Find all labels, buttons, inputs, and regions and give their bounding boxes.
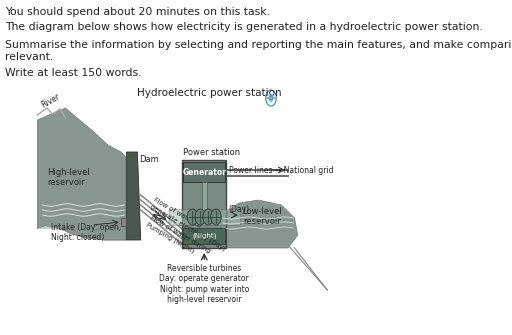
Polygon shape — [37, 108, 126, 240]
Text: Dam: Dam — [139, 155, 159, 164]
Text: Write at least 150 words.: Write at least 150 words. — [5, 68, 141, 78]
Bar — [121, 218, 126, 226]
Polygon shape — [220, 200, 298, 248]
Text: Power station: Power station — [183, 148, 241, 157]
Circle shape — [187, 209, 198, 225]
Text: Hydroelectric power station: Hydroelectric power station — [137, 88, 282, 98]
Text: Generator: Generator — [182, 168, 226, 177]
Text: Summarise the information by selecting and reporting the main features, and make: Summarise the information by selecting a… — [5, 40, 512, 50]
Text: Power lines → National grid: Power lines → National grid — [229, 165, 334, 175]
Circle shape — [195, 209, 205, 225]
Text: The diagram below shows how electricity is generated in a hydroelectric power st: The diagram below shows how electricity … — [5, 22, 482, 32]
Text: River: River — [39, 92, 61, 110]
Bar — [183, 228, 225, 244]
Text: Low-level
reservoir: Low-level reservoir — [242, 207, 282, 226]
Text: Intake (Day: open,
Night: closed): Intake (Day: open, Night: closed) — [51, 223, 121, 243]
Circle shape — [211, 209, 221, 225]
Text: (Day): (Day) — [228, 205, 249, 214]
Text: Reversible turbines
Day: operate generator
Night: pump water into
high-level res: Reversible turbines Day: operate generat… — [159, 264, 249, 304]
Text: You should spend about 20 minutes on this task.: You should spend about 20 minutes on thi… — [5, 7, 270, 17]
Text: (Night): (Night) — [192, 233, 217, 239]
Text: Flow of water during
Pumping (Night): Flow of water during Pumping (Night) — [145, 215, 211, 261]
Text: High-level
reservoir: High-level reservoir — [47, 168, 90, 187]
Bar — [182, 160, 226, 248]
Bar — [202, 182, 207, 210]
Bar — [169, 209, 240, 225]
Text: Flow of water to
generate electricity (Day): Flow of water to generate electricity (D… — [149, 197, 230, 252]
Text: relevant.: relevant. — [5, 52, 53, 62]
Bar — [183, 162, 225, 182]
Circle shape — [203, 209, 214, 225]
Polygon shape — [126, 152, 141, 240]
